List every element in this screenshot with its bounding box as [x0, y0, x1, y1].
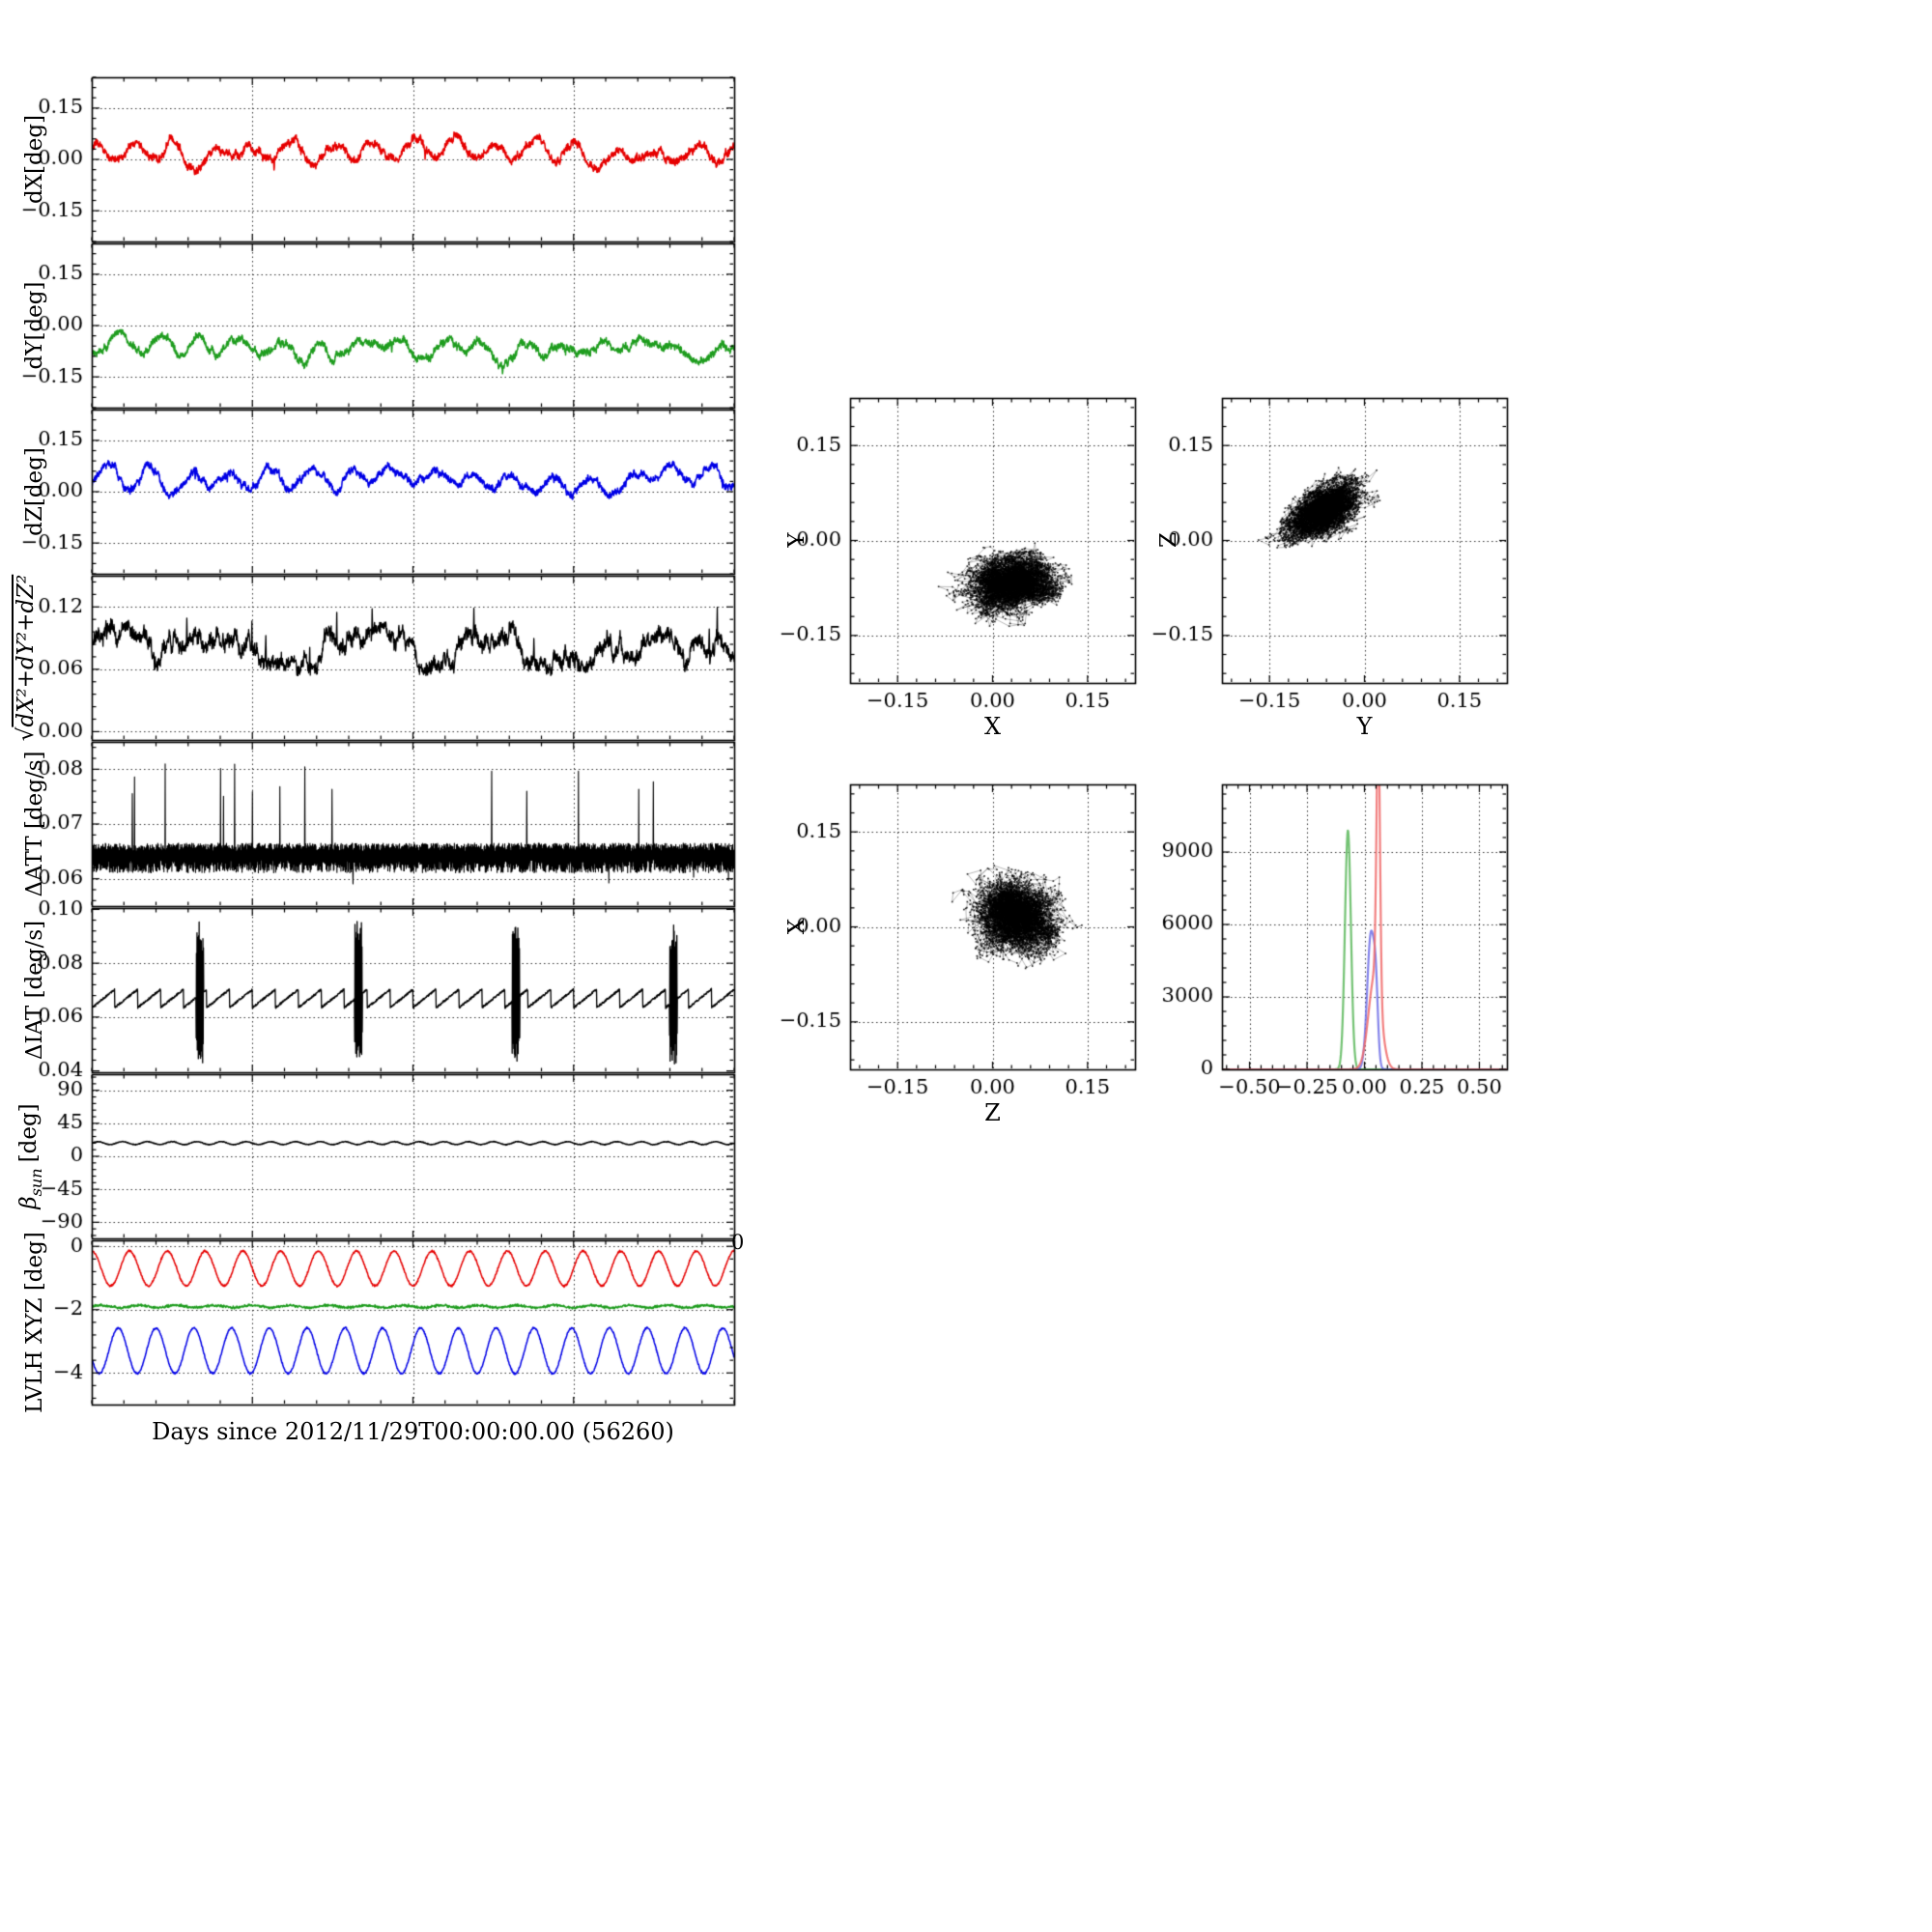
subplot-lvlh — [92, 1240, 734, 1405]
subplot-beta-sun — [92, 1074, 734, 1238]
beta-units: [deg] — [16, 1103, 43, 1163]
ylabel-beta-sun: βsun [deg] — [16, 1103, 45, 1208]
ylabel-dy: dY[deg] — [22, 281, 47, 370]
subplot-scatter-zy — [1222, 398, 1507, 683]
ylabel-scatter-yx: Y — [784, 532, 810, 548]
ylabel-diat: ΔIAT [deg/s] — [22, 920, 47, 1061]
ylabel-datt: ΔATT [deg/s] — [22, 751, 47, 897]
beta-subscript: sun — [26, 1168, 45, 1197]
stray-zero-label: 0 — [731, 1231, 745, 1254]
ylabel-dz: dZ[deg] — [22, 447, 47, 536]
radicand-expression: dX²+dY²+dZ² — [14, 574, 39, 727]
subplot-histogram — [1222, 784, 1507, 1069]
subplot-dy — [92, 243, 734, 408]
subplot-diat — [92, 908, 734, 1072]
subplot-datt — [92, 742, 734, 906]
beta-symbol: β — [16, 1196, 43, 1209]
ylabel-dtotal: √dX²+dY²+dZ² — [14, 575, 39, 742]
subplot-scatter-yx — [850, 398, 1135, 683]
ylabel-lvlh: LVLH XYZ [deg] — [22, 1232, 47, 1413]
subplot-scatter-xz — [850, 784, 1135, 1069]
subplot-dx — [92, 77, 734, 242]
radical-sign: √ — [14, 726, 39, 742]
ylabel-scatter-zy: Z — [1156, 532, 1181, 548]
xaxis-label: Days since 2012/11/29T00:00:00.00 (56260… — [152, 1418, 674, 1445]
ylabel-scatter-xz: X — [784, 918, 810, 935]
ylabel-dx: dX[deg] — [22, 114, 47, 205]
subplot-dz — [92, 410, 734, 574]
xlabel-scatter-zy: Y — [1356, 713, 1373, 740]
subplot-dtotal — [92, 576, 734, 740]
xlabel-scatter-xz: Z — [984, 1099, 1001, 1126]
xlabel-scatter-yx: X — [983, 713, 1002, 740]
